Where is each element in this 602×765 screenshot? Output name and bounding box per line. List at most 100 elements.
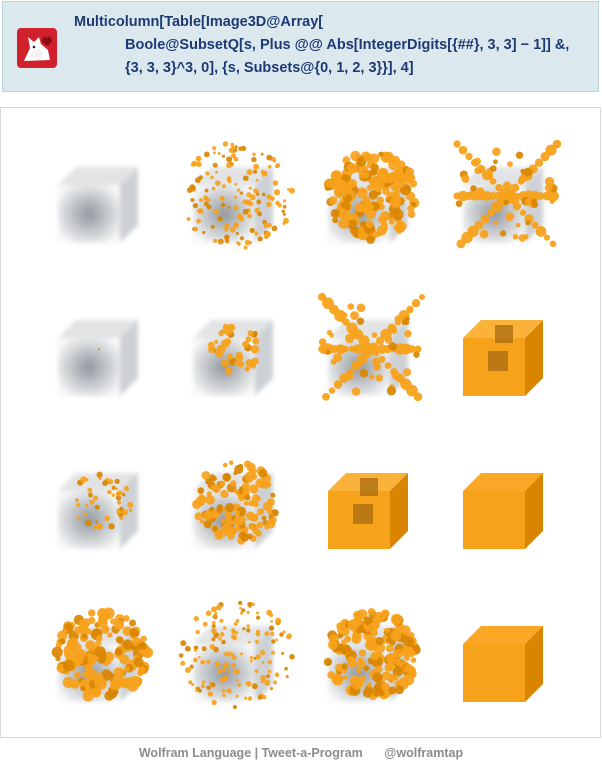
- voxel-cluster: [348, 179, 357, 188]
- voxel-cluster: [413, 392, 423, 402]
- fog-volume: [58, 320, 138, 396]
- image3d-cell[interactable]: [31, 271, 166, 424]
- voxel-cluster: [286, 633, 292, 639]
- voxel-cluster: [256, 615, 261, 620]
- voxel-cluster: [214, 661, 221, 668]
- voxel-cluster: [234, 145, 238, 148]
- voxel-cluster: [262, 192, 266, 197]
- voxel-cluster: [212, 476, 217, 481]
- voxel-cluster: [257, 508, 265, 516]
- image3d-cell[interactable]: [301, 577, 436, 730]
- voxel-cluster: [227, 527, 237, 537]
- image3d-render: [51, 607, 154, 702]
- voxel-cluster: [260, 680, 264, 684]
- footer: Wolfram Language | Tweet-a-Program @wolf…: [0, 746, 602, 760]
- voxel-cluster: [234, 630, 239, 635]
- voxel-cluster: [382, 187, 390, 195]
- image3d-cell[interactable]: [436, 118, 571, 271]
- image3d-cell[interactable]: [301, 118, 436, 271]
- image3d-render: [463, 626, 543, 702]
- image3d-cell[interactable]: [436, 271, 571, 424]
- voxel-cluster: [224, 234, 230, 240]
- voxel-cluster: [491, 200, 503, 213]
- image3d-cell[interactable]: [166, 577, 301, 730]
- voxel-cluster: [264, 631, 270, 636]
- voxel-cluster: [222, 141, 229, 147]
- image3d-cell[interactable]: [166, 118, 301, 271]
- voxel-cluster: [282, 204, 287, 209]
- voxel-cluster: [224, 238, 230, 244]
- voxel-cluster: [495, 183, 503, 192]
- voxel-cluster: [335, 177, 343, 185]
- voxel-cluster: [267, 669, 272, 674]
- image3d-cell[interactable]: [31, 424, 166, 577]
- voxel-cluster: [232, 518, 240, 525]
- voxel-cluster: [391, 155, 400, 165]
- image3d-cell[interactable]: [436, 577, 571, 730]
- image3d-cell[interactable]: [301, 424, 436, 577]
- voxel-cluster: [210, 224, 215, 229]
- voxel-cluster: [242, 340, 250, 348]
- voxel-cluster: [240, 236, 244, 241]
- voxel-cluster: [219, 632, 225, 637]
- voxel-cluster: [191, 160, 198, 167]
- voxel-cluster: [376, 196, 384, 205]
- voxel-cluster: [257, 695, 263, 700]
- voxel-cluster: [226, 651, 232, 657]
- footer-handle[interactable]: @wolframtap: [384, 746, 464, 760]
- voxel-cluster: [84, 665, 92, 673]
- image3d-cell[interactable]: [166, 424, 301, 577]
- voxel-cluster: [75, 498, 79, 502]
- image3d-cell[interactable]: [31, 118, 166, 271]
- voxel-cluster: [245, 680, 252, 687]
- voxel-cluster: [210, 175, 214, 180]
- cube-side-face: [525, 626, 543, 702]
- voxel-cluster: [78, 619, 89, 629]
- voxel-cluster: [229, 227, 236, 233]
- voxel-cluster: [240, 611, 244, 615]
- voxel-cluster: [75, 649, 87, 660]
- image3d-cell[interactable]: [436, 424, 571, 577]
- cube-top-fog: [193, 167, 273, 185]
- voxel-cluster: [212, 525, 218, 532]
- voxel-cluster: [74, 626, 82, 634]
- voxel-cluster: [184, 667, 191, 673]
- image3d-render: [463, 473, 543, 549]
- voxel-cluster: [543, 234, 551, 241]
- voxel-cluster: [404, 330, 412, 338]
- voxel-cluster: [121, 492, 126, 497]
- image3d-cell[interactable]: [166, 271, 301, 424]
- voxel-cluster: [377, 344, 387, 354]
- voxel-cluster: [180, 660, 186, 666]
- image3d-cell[interactable]: [31, 577, 166, 730]
- voxel-cluster: [482, 191, 492, 201]
- voxel-cluster: [203, 151, 210, 158]
- sponge-front-hole: [488, 351, 508, 371]
- voxel-cluster: [227, 206, 231, 209]
- voxel-cluster: [195, 155, 202, 162]
- voxel-cluster: [375, 231, 382, 237]
- voxel-cluster: [273, 680, 277, 685]
- voxel-cluster: [455, 200, 463, 207]
- voxel-cluster: [403, 368, 412, 377]
- voxel-cluster: [332, 674, 344, 686]
- voxel-cluster: [515, 222, 521, 228]
- voxel-cluster: [271, 225, 278, 232]
- voxel-cluster: [246, 169, 253, 176]
- voxel-cluster: [350, 227, 358, 235]
- voxel-cluster: [128, 508, 133, 513]
- voxel-cluster: [419, 294, 425, 300]
- voxel-cluster: [227, 176, 231, 180]
- voxel-cluster: [222, 662, 229, 669]
- voxel-cluster: [217, 152, 221, 155]
- code-input[interactable]: Multicolumn[Table[Image3D@Array[ Boole@S…: [74, 11, 594, 80]
- voxel-cluster: [104, 515, 111, 522]
- voxel-cluster: [249, 227, 255, 234]
- voxel-cluster: [354, 202, 365, 213]
- voxel-cluster: [234, 510, 240, 516]
- voxel-cluster: [503, 199, 509, 206]
- voxel-cluster: [270, 631, 275, 636]
- image3d-cell[interactable]: [301, 271, 436, 424]
- voxel-cluster: [87, 487, 93, 493]
- voxel-cluster: [394, 649, 404, 658]
